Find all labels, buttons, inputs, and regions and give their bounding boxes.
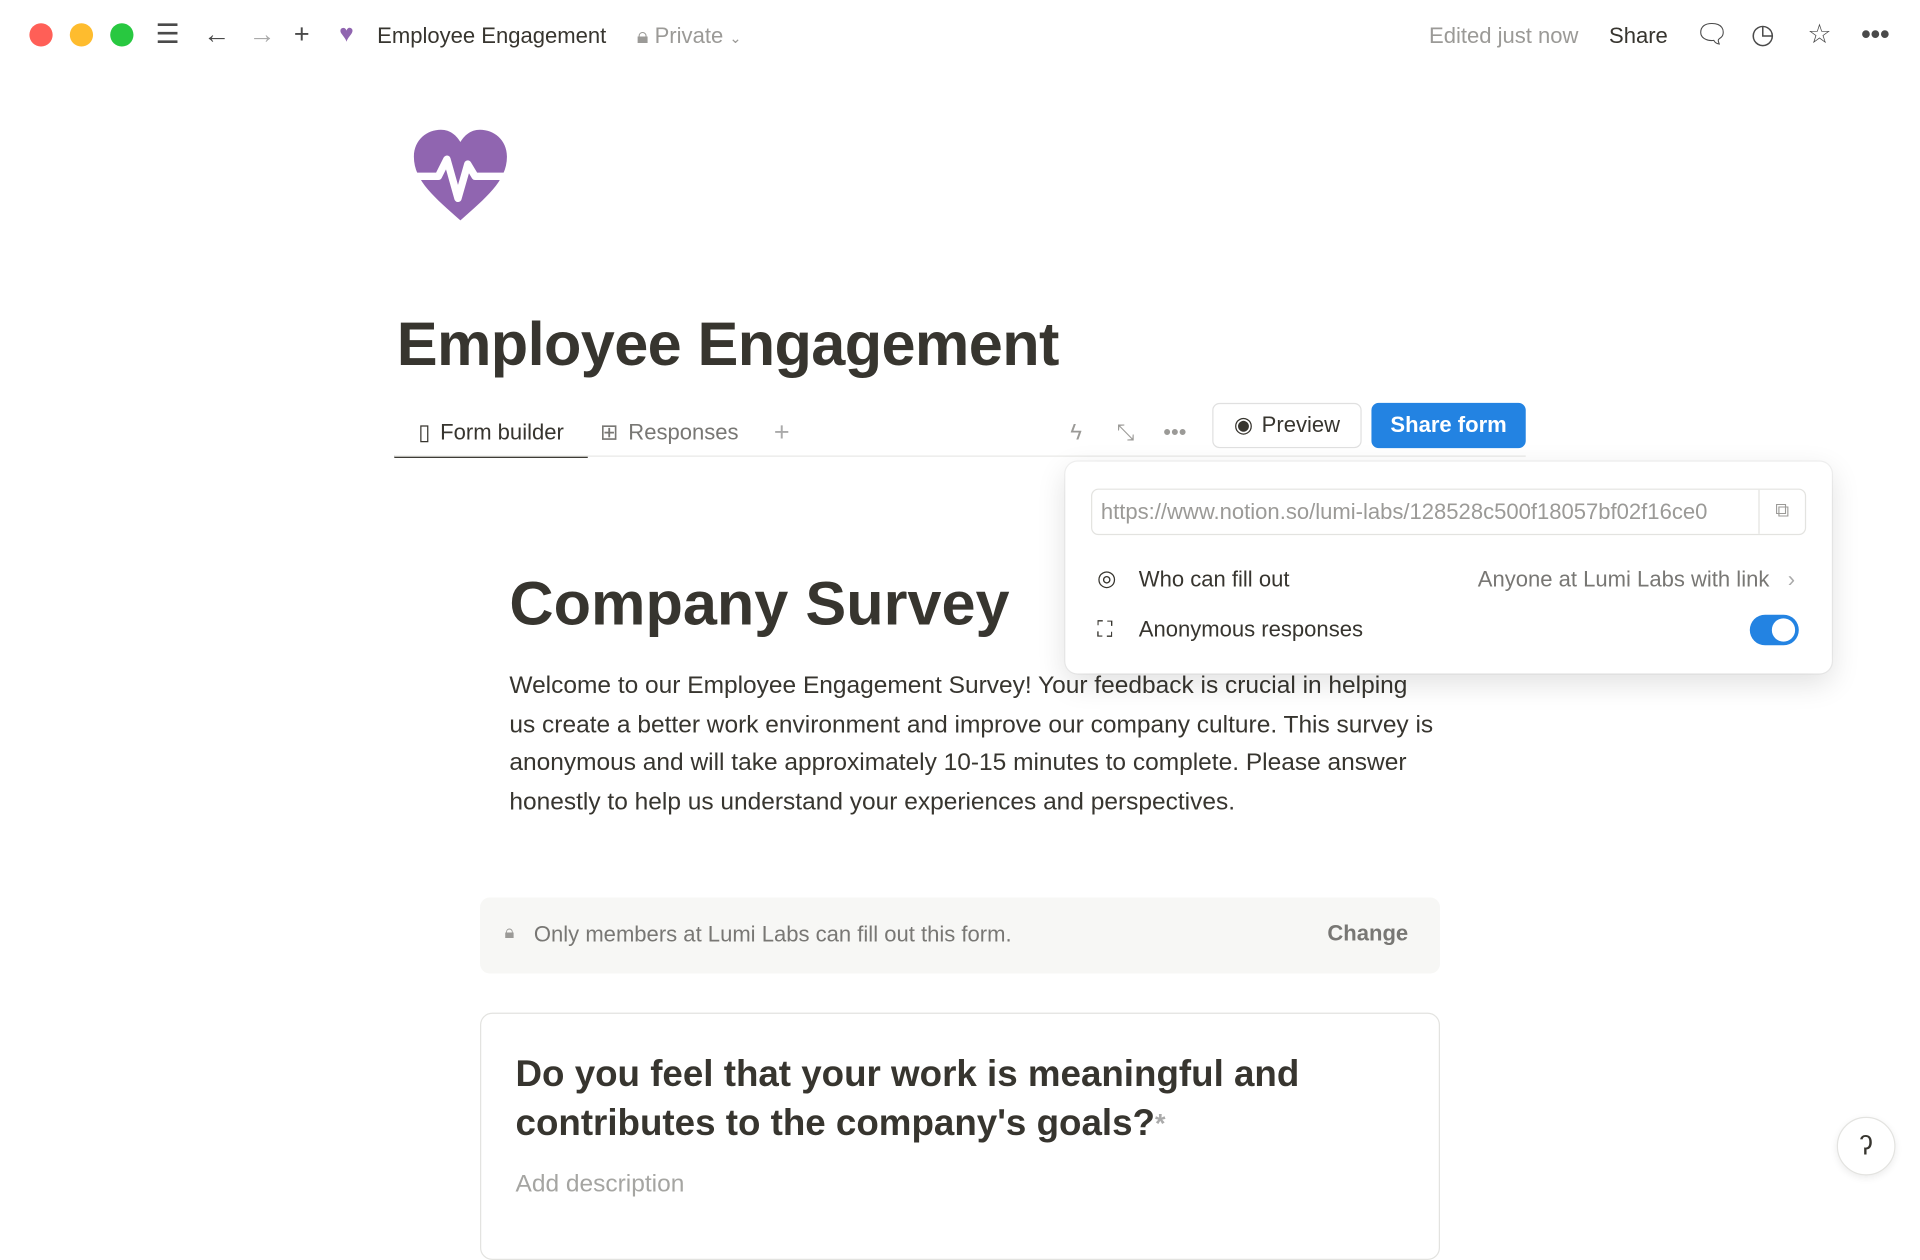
change-access-button[interactable]: Change [1327,920,1409,946]
more-options-icon[interactable]: ••• [1163,419,1187,444]
required-mark: * [1154,1108,1166,1139]
who-can-fill-label: Who can fill out [1138,566,1290,592]
add-view-button[interactable]: + [773,416,790,447]
close-window-button[interactable] [29,23,53,47]
plus-icon[interactable]: + [293,18,310,49]
automation-icon[interactable]: ϟ [1070,419,1082,444]
maximize-window-button[interactable] [110,23,134,47]
privacy-label: Private [654,23,724,48]
edited-status: Edited just now [1428,23,1579,48]
share-button[interactable]: Share [1608,23,1668,48]
form-title: Company Survey [509,569,1010,638]
user-circle-icon: ◎ [1097,565,1117,591]
copy-link-icon[interactable]: ⧉ [1758,489,1805,534]
breadcrumb-page-title[interactable]: Employee Engagement [377,23,607,48]
tab-divider [394,455,1526,457]
page-title: Employee Engagement [396,309,1060,379]
form-url-field[interactable]: https://www.notion.so/lumi-labs/128528c5… [1091,488,1807,536]
question-description-input[interactable]: Add description [515,1170,685,1198]
preview-button[interactable]: ◉ Preview [1212,402,1362,449]
privacy-dropdown[interactable]: 🔒︎ Private ⌄ [637,21,742,53]
menu-icon[interactable]: ☰ [155,18,180,49]
clock-icon[interactable]: ◷ [1751,18,1775,49]
form-description: Welcome to our Employee Engagement Surve… [509,672,1434,815]
chevron-down-icon: ⌄ [729,29,742,47]
anonymous-responses-toggle[interactable] [1749,614,1799,646]
form-url: https://www.notion.so/lumi-labs/128528c5… [1100,499,1708,525]
comment-icon[interactable]: 🗨︎ [1694,18,1729,49]
back-arrow-icon[interactable]: ← [203,18,231,49]
question-card[interactable]: Do you feel that your work is meaningful… [480,1012,1441,1260]
tab-responses[interactable]: ⊞ Responses [600,409,739,456]
lock-icon: 🔒︎ [504,922,515,943]
tab-label: Responses [628,419,739,444]
lock-icon: 🔒︎ [636,23,649,48]
expand-icon[interactable]: ⤡ [1116,419,1135,444]
forward-arrow-icon[interactable]: → [248,18,276,49]
anonymous-label: Anonymous responses [1138,617,1364,642]
share-form-button[interactable]: Share form [1371,402,1526,449]
notion-ai-icon: ʔ [1859,1130,1873,1161]
heart-pulse-icon: ♥ [339,20,354,48]
eye-icon: ◉ [1233,412,1254,438]
access-notice: 🔒︎ Only members at Lumi Labs can fill ou… [480,897,1441,974]
chevron-right-icon: › [1787,566,1796,592]
notice-text: Only members at Lumi Labs can fill out t… [533,922,1012,947]
question-title[interactable]: Do you feel that your work is meaningful… [515,1054,1300,1144]
help-button[interactable]: ʔ [1836,1116,1896,1176]
who-can-fill-value: Anyone at Lumi Labs with link [1477,566,1770,592]
form-icon: ▯ [418,419,431,444]
more-icon[interactable]: ••• [1861,18,1890,49]
minimize-window-button[interactable] [69,23,94,47]
table-icon: ⊞ [600,419,619,444]
preview-label: Preview [1261,412,1341,438]
tab-form-builder[interactable]: ▯ Form builder [394,409,588,458]
share-form-popup: https://www.notion.so/lumi-labs/128528c5… [1065,461,1832,674]
star-icon[interactable]: ☆ [1807,18,1832,49]
who-can-fill-dropdown[interactable]: Anyone at Lumi Labs with link › [1478,567,1795,593]
anonymous-icon: ⛶ [1097,617,1113,642]
tab-label: Form builder [440,419,564,444]
heart-pulse-icon[interactable] [411,127,509,225]
